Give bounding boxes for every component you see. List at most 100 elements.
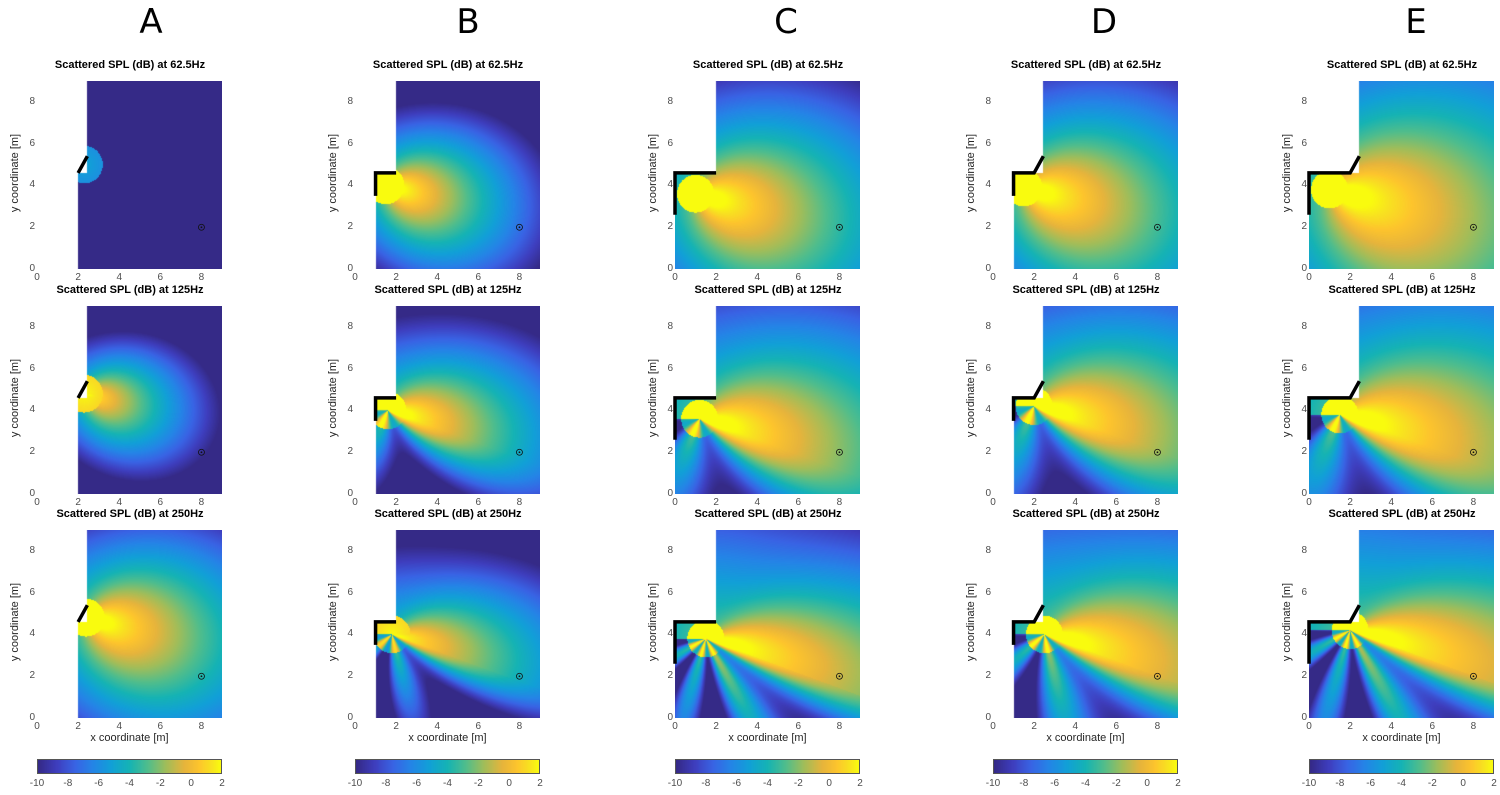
colorbar-tick-label: -10 [1301,778,1317,789]
plot-area [993,306,1178,494]
x-tick-label: 4 [1388,497,1394,508]
x-tick-label: 8 [1154,272,1161,283]
heatmap-panel-c-125hz: Scattered SPL (dB) at 125Hz 0 2 4 6 8 0 2 4 6 8 y c… [638,284,898,538]
column-label-e: E [1405,2,1427,42]
y-tick-label: 8 [347,320,353,332]
x-tick-label: 4 [754,497,760,508]
panel-title: Scattered SPL (dB) at 62.5Hz [1326,59,1478,71]
x-tick-label: 0 [1306,497,1312,508]
plot-area [1307,530,1494,718]
colorbar-gradient [675,759,860,774]
x-tick-label: 6 [1429,721,1436,732]
x-tick-label: 0 [34,497,40,508]
receiver-dot [1156,451,1159,454]
heatmap-canvas [355,530,540,718]
x-tick-label: 8 [1154,721,1161,732]
colorbar-tick-label: 0 [506,778,512,789]
colorbar-tick-label: -4 [125,778,134,789]
receiver-marker [836,223,843,231]
colorbar-tick-label: -8 [1019,778,1029,789]
plot-area [993,530,1178,718]
heatmap-panel-e-62-5hz: Scattered SPL (dB) at 62.5Hz 0 2 4 6 8 0 2 4 6 8 y … [1272,59,1500,313]
y-axis-label: y coordinate [m] [9,133,21,213]
colorbar-tick-label: -10 [347,778,363,789]
y-tick-label: 8 [667,95,673,107]
scatterer-outline [76,155,89,174]
panel-title: Scattered SPL (dB) at 250Hz [1012,508,1160,520]
y-axis-label: y coordinate [m] [1281,582,1293,662]
receiver-marker [516,448,523,456]
y-tick-label: 4 [1301,179,1307,191]
receiver-dot [1156,226,1159,229]
y-axis-label: y coordinate [m] [1281,358,1293,438]
y-tick-label: 8 [985,544,991,556]
scatterer-outline [1011,155,1045,196]
receiver-marker [836,448,843,456]
panel-title: Scattered SPL (dB) at 125Hz [1012,284,1160,296]
y-tick-label: 6 [1301,137,1307,149]
y-tick-label: 0 [667,488,673,499]
heatmap-panel-b-250hz: Scattered SPL (dB) at 250Hz 0 2 4 6 8 0 2 4 6 8 y c… [318,508,578,762]
x-tick-label: 6 [157,497,164,508]
y-tick-label: 2 [347,446,353,458]
x-tick-label: 6 [795,497,802,508]
heatmap-panel-a-250hz: Scattered SPL (dB) at 250Hz 0 2 4 6 8 0 2 4 6 8 y c… [0,508,260,762]
scatterer-outline [1307,380,1361,440]
colorbar-d: -10 -8 -6 -4 -2 0 2 [986,759,1181,789]
y-tick-label: 6 [29,362,35,374]
heatmap-canvas [993,81,1178,269]
plot-area [37,81,222,269]
heatmap-canvas [675,530,860,718]
colorbar-tick-label: 0 [188,778,194,789]
receiver-dot [838,226,841,229]
x-axis-label: x coordinate [m] [1362,732,1441,744]
receiver-dot [518,675,521,678]
heatmap-panel-b-62-5hz: Scattered SPL (dB) at 62.5Hz 0 2 4 6 8 0 2 4 6 8 y … [318,59,578,313]
scatterer-outline [1307,155,1361,215]
x-tick-label: 4 [434,497,440,508]
x-tick-label: 2 [393,497,399,508]
plot-area [673,530,860,718]
colorbar-tick-label: -10 [29,778,45,789]
x-tick-label: 6 [795,272,802,283]
y-tick-label: 6 [347,586,353,598]
x-tick-label: 2 [1347,272,1353,283]
x-tick-label: 0 [34,721,40,732]
colorbar-tick-label: -2 [155,778,165,789]
colorbar-tick-label: 2 [219,778,225,789]
x-tick-label: 8 [1470,721,1477,732]
colorbar-tick-label: -8 [1335,778,1345,789]
x-tick-label: 0 [1306,272,1312,283]
overlay [373,620,523,680]
colorbar-tick-label: 0 [1144,778,1150,789]
overlay [76,380,205,456]
y-tick-label: 0 [667,263,673,274]
y-tick-label: 2 [347,221,353,233]
heatmap-canvas [1309,81,1494,269]
y-tick-label: 0 [667,712,673,723]
y-axis-label: y coordinate [m] [647,358,659,438]
heatmap-panel-d-125hz: Scattered SPL (dB) at 125Hz 0 2 4 6 8 0 2 4 6 8 y c… [956,284,1216,538]
receiver-marker [1154,223,1161,231]
y-tick-label: 2 [29,221,35,233]
scatterer-outline [1011,604,1045,645]
y-tick-label: 8 [1301,544,1307,556]
colorbar-b: -10 -8 -6 -4 -2 0 2 [348,759,543,789]
panel-title: Scattered SPL (dB) at 62.5Hz [54,59,206,71]
heatmap-panel-e-250hz: Scattered SPL (dB) at 250Hz 0 2 4 6 8 0 2 4 6 8 y c… [1272,508,1500,762]
x-tick-label: 4 [116,721,122,732]
heatmap-canvas [993,306,1178,494]
colorbar-tick-label: -2 [1111,778,1121,789]
x-tick-label: 0 [990,721,996,732]
overlay [1307,155,1477,231]
receiver-marker [1470,672,1477,680]
x-tick-label: 2 [393,272,399,283]
receiver-dot [1472,226,1475,229]
x-tick-label: 2 [713,721,719,732]
x-tick-label: 2 [75,497,81,508]
scatterer-outline [76,380,89,399]
x-tick-label: 4 [1072,272,1078,283]
x-tick-label: 2 [713,272,719,283]
y-tick-label: 4 [985,179,991,191]
x-tick-label: 8 [836,497,843,508]
